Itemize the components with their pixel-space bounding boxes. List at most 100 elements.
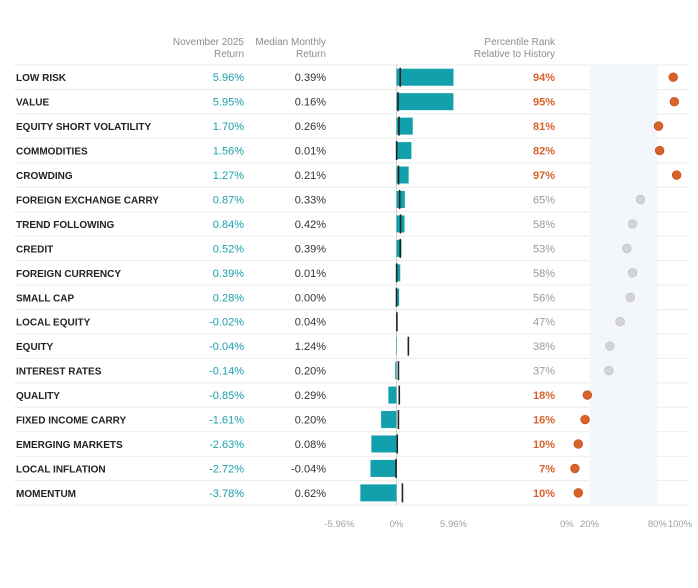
factor-name: LOCAL EQUITY (16, 318, 91, 329)
return-bar (371, 435, 397, 453)
factor-name: EMERGING MARKETS (16, 440, 123, 451)
factor-name: CREDIT (16, 244, 53, 255)
percentile-dot (570, 463, 580, 474)
return-value: 0.28% (213, 292, 244, 304)
percentile-value: 56% (533, 292, 555, 304)
table-row: FOREIGN CURRENCY 0.39% 0.01% 58% (16, 268, 555, 280)
header-percentile-line2: Relative to History (474, 49, 555, 60)
return-bar (388, 386, 397, 404)
factor-name: EQUITY SHORT VOLATILITY (16, 122, 152, 133)
percentile-value: 16% (533, 415, 555, 427)
percentile-axis-tick: 80% (648, 519, 668, 530)
return-bar (360, 484, 397, 502)
percentile-dot (573, 439, 584, 449)
percentile-value: 7% (539, 463, 555, 475)
percentile-dot (671, 170, 682, 180)
return-value: 1.27% (213, 170, 244, 182)
percentile-axis-tick: 20% (580, 519, 600, 530)
header-percentile-line1: Percentile Rank (484, 37, 556, 48)
percentile-dot (604, 365, 614, 376)
return-value: -0.02% (209, 317, 244, 329)
return-value: -2.72% (209, 463, 244, 475)
return-bar (396, 117, 413, 135)
percentile-value: 58% (533, 219, 555, 231)
factor-name: SMALL CAP (16, 293, 74, 304)
factor-name: EQUITY (16, 342, 54, 353)
return-value: -3.78% (209, 488, 244, 500)
percentile-value: 58% (533, 268, 555, 280)
bar-axis-tick: 5.96% (440, 519, 467, 530)
percentile-dot (625, 292, 635, 302)
median-value: 0.26% (295, 121, 326, 133)
percentile-value: 82% (533, 146, 555, 158)
return-bar (381, 411, 397, 429)
return-bar (396, 288, 400, 306)
header-return-line1: November 2025 (173, 37, 245, 48)
axis-ticks: -5.96% 0% 5.96% 0% 20% 80% 100% (324, 519, 692, 530)
median-value: 0.20% (295, 366, 326, 378)
median-value: 0.04% (295, 317, 326, 329)
median-value: 0.01% (295, 268, 326, 280)
median-value: 0.21% (295, 170, 326, 182)
median-value: 0.16% (295, 97, 326, 109)
return-bar (396, 166, 409, 184)
table-row: CROWDING 1.27% 0.21% 97% (16, 170, 555, 182)
factor-name: QUALITY (16, 391, 60, 402)
percentile-value: 10% (533, 439, 555, 451)
table-row: LOW RISK 5.96% 0.39% 94% (16, 72, 555, 84)
return-bar (396, 190, 405, 208)
percentile-axis-tick: 100% (668, 519, 693, 530)
table-row: LOCAL INFLATION -2.72% -0.04% 7% (16, 463, 555, 475)
percentile-dot (622, 243, 632, 254)
factor-name: FOREIGN CURRENCY (16, 269, 121, 280)
table-row: TREND FOLLOWING 0.84% 0.42% 58% (16, 219, 555, 231)
percentile-dot (669, 96, 680, 107)
return-value: -0.85% (209, 390, 244, 402)
percentile-dot (627, 219, 638, 229)
median-value: 0.39% (295, 72, 326, 84)
percentile-value: 10% (533, 488, 555, 500)
return-value: 0.87% (213, 194, 244, 206)
header-median-line1: Median Monthly (255, 37, 326, 48)
return-bars (360, 67, 454, 503)
table-rows: LOW RISK 5.96% 0.39% 94% VALUE 5.95% 0.16% 95% E… (16, 72, 555, 500)
median-value: 0.08% (295, 439, 326, 451)
median-value: 0.01% (295, 146, 326, 158)
return-value: -0.04% (209, 341, 244, 353)
factor-name: CROWDING (16, 171, 73, 182)
factor-name: MOMENTUM (16, 489, 76, 500)
percentile-value: 81% (533, 121, 555, 133)
return-value: -0.14% (209, 366, 244, 378)
return-bar (396, 93, 454, 111)
percentile-dot (653, 121, 664, 131)
return-bar (395, 362, 397, 380)
percentile-value: 95% (533, 97, 555, 109)
factor-name: FOREIGN EXCHANGE CARRY (16, 195, 159, 206)
return-value: 1.56% (213, 146, 244, 158)
table-row: LOCAL EQUITY -0.02% 0.04% 47% (16, 317, 555, 329)
header-median-line2: Return (296, 49, 326, 60)
percentile-dot (668, 72, 678, 82)
percentile-dot (654, 145, 665, 156)
percentile-dot (635, 194, 646, 205)
percentile-value: 97% (533, 170, 555, 182)
return-bar (396, 264, 401, 282)
table-row: SMALL CAP 0.28% 0.00% 56% (16, 292, 555, 304)
median-value: 0.39% (295, 243, 326, 255)
table-row: CREDIT 0.52% 0.39% 53% (16, 243, 555, 255)
percentile-dot (573, 488, 584, 498)
return-value: 0.84% (213, 219, 244, 231)
median-value: 1.24% (295, 341, 326, 353)
percentile-axis-tick: 0% (560, 519, 574, 530)
table-row: VALUE 5.95% 0.16% 95% (16, 97, 555, 109)
factor-name: LOW RISK (16, 73, 67, 84)
percentile-dot (580, 414, 590, 425)
return-value: 0.52% (213, 243, 244, 255)
percentile-value: 65% (533, 194, 555, 206)
return-value: 5.96% (213, 72, 244, 84)
median-value: -0.04% (291, 463, 326, 475)
table-row: INTEREST RATES -0.14% 0.20% 37% (16, 366, 555, 378)
percentile-dot (615, 317, 625, 327)
median-value: 0.42% (295, 219, 326, 231)
